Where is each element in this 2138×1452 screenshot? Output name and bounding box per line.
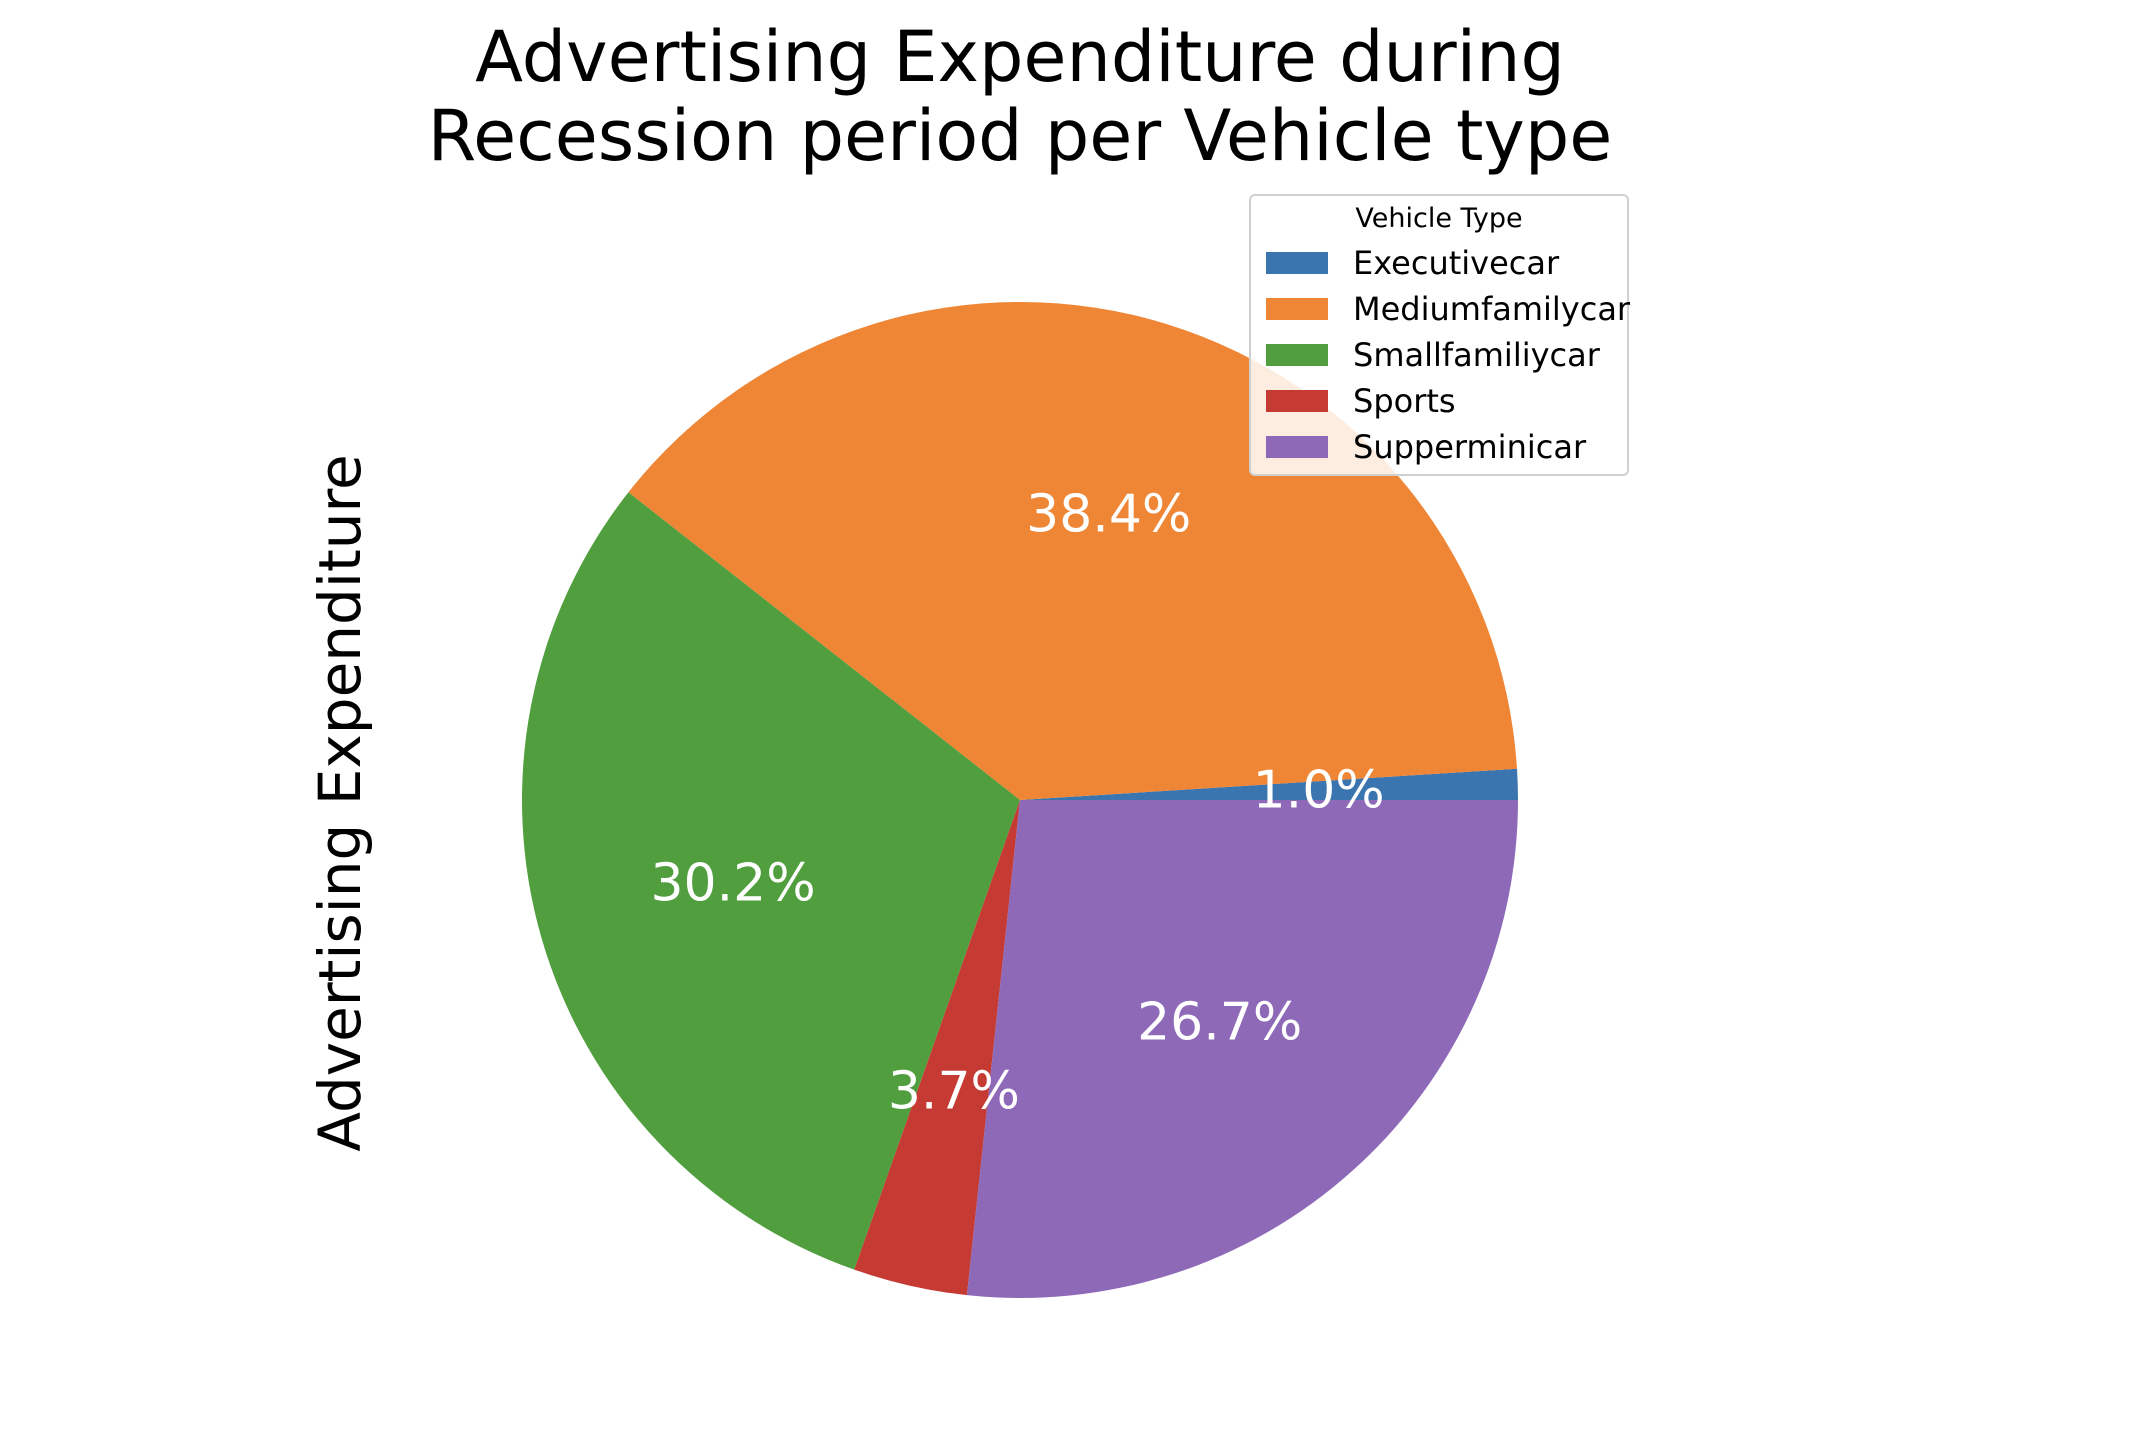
legend-swatch-sports	[1266, 390, 1328, 412]
legend-label-smallfamiliycar: Smallfamiliycar	[1353, 336, 1601, 374]
legend-swatch-mediumfamilycar	[1266, 298, 1328, 320]
legend-swatch-smallfamiliycar	[1266, 344, 1328, 366]
pie-label-executivecar: 1.0%	[1253, 761, 1385, 821]
legend-label-mediumfamilycar: Mediumfamilycar	[1353, 290, 1631, 328]
pie-percentage-labels: 1.0% 38.4% 30.2% 3.7% 26.7%	[650, 485, 1384, 1122]
chart-title-line-1: Advertising Expenditure during	[475, 16, 1565, 98]
legend-label-executivecar: Executivecar	[1353, 244, 1560, 282]
legend-items: Executivecar Mediumfamilycar Smallfamiliyc…	[1266, 244, 1631, 466]
legend-label-sports: Sports	[1353, 382, 1456, 420]
y-axis-label: Advertising Expenditure	[306, 454, 374, 1151]
legend-label-supperminicar: Supperminicar	[1353, 428, 1587, 466]
pie-slice-supperminicar	[966, 800, 1518, 1298]
pie-slice-smallfamiliycar	[522, 492, 1020, 1270]
legend-title: Vehicle Type	[1355, 203, 1522, 234]
pie-slice-sports	[854, 800, 1020, 1296]
pie-label-smallfamiliycar: 30.2%	[650, 853, 815, 913]
pie-slice-executivecar	[1020, 768, 1518, 800]
chart-title-line-2: Recession period per Vehicle type	[428, 95, 1613, 177]
pie-label-mediumfamilycar: 38.4%	[1026, 485, 1191, 545]
legend-swatch-executivecar	[1266, 252, 1328, 274]
pie-label-supperminicar: 26.7%	[1137, 992, 1302, 1052]
legend: Vehicle Type Executivecar Mediumfamilycar…	[1249, 194, 1631, 476]
legend-swatch-supperminicar	[1266, 436, 1328, 458]
legend-frame	[1249, 194, 1629, 476]
pie-label-sports: 3.7%	[888, 1061, 1020, 1121]
